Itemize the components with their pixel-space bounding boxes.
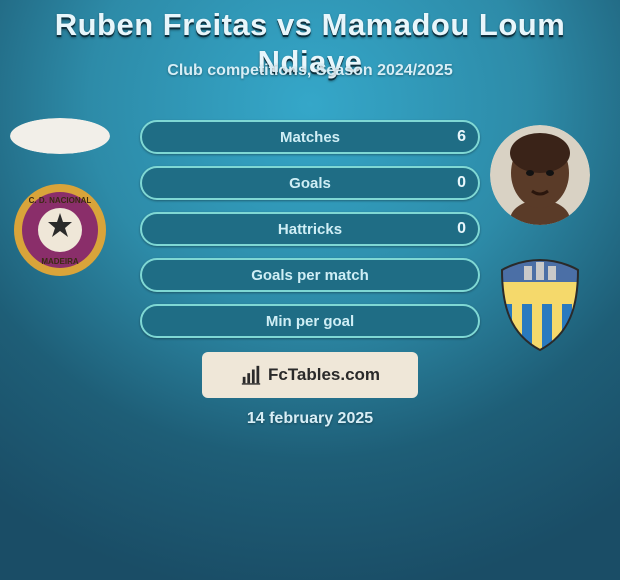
comparison-card: Ruben Freitas vs Mamadou Loum Ndiaye Clu…: [0, 0, 620, 580]
stat-row: Goals 0: [140, 166, 480, 200]
date-text: 14 february 2025: [0, 410, 620, 428]
stat-row: Hattricks 0: [140, 212, 480, 246]
stat-row: Goals per match: [140, 258, 480, 292]
stat-label: Min per goal: [266, 313, 354, 330]
stat-label: Goals: [289, 175, 331, 192]
subtitle: Club competitions, Season 2024/2025: [0, 62, 620, 80]
player-avatar-right: [490, 125, 590, 225]
stat-right-value: 6: [457, 128, 466, 146]
club-crest-right: [490, 254, 590, 354]
stat-label: Goals per match: [251, 267, 369, 284]
stat-label: Hattricks: [278, 221, 342, 238]
bar-chart-icon: [240, 364, 262, 386]
stat-right-value: 0: [457, 174, 466, 192]
stat-rows: Matches 6 Goals 0 Hattricks 0 Goals per match M…: [140, 120, 480, 350]
club-crest-left: C. D. NACIONAL MADEIRA: [10, 180, 110, 280]
logo-text: FcTables.com: [268, 365, 380, 385]
stat-right-value: 0: [457, 220, 466, 238]
stat-row: Matches 6: [140, 120, 480, 154]
svg-text:MADEIRA: MADEIRA: [41, 257, 79, 266]
player-avatar-left: [10, 118, 110, 154]
stat-row: Min per goal: [140, 304, 480, 338]
fctables-logo: FcTables.com: [202, 352, 418, 398]
stat-label: Matches: [280, 129, 340, 146]
svg-text:C. D. NACIONAL: C. D. NACIONAL: [29, 196, 92, 205]
